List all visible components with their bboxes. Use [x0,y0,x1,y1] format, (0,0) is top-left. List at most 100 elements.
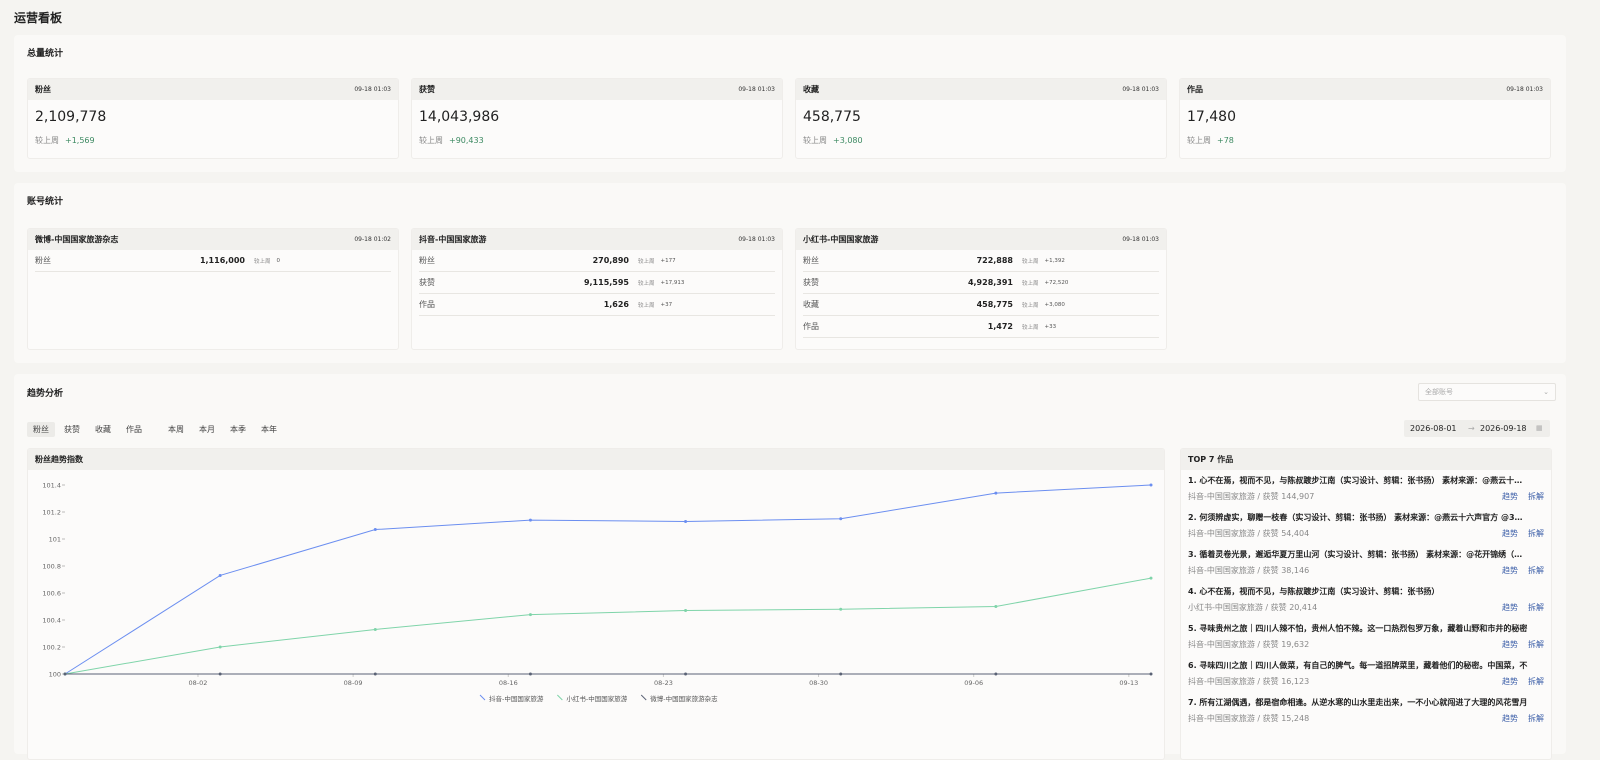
row-value: 1,116,000 [199,256,245,265]
select-placeholder: 全部账号 [1425,388,1453,396]
row-label: 作品 [803,322,819,331]
item-action[interactable]: 拆解 [1528,714,1544,723]
item-title: 1. 心不在焉，视而不见，与陈叔踱步江南（实习设计、剪辑：张书扬） 素材来源：@… [1188,476,1528,485]
item-action[interactable]: 拆解 [1528,492,1544,501]
stat-label: 粉丝 [35,85,51,94]
stat-delta: +90,433 [449,136,484,145]
period-tab[interactable]: 本月 [199,425,215,434]
period-tab[interactable]: 本周 [168,425,184,434]
item-title: 5. 寻味贵州之旅｜四川人辣不怕，贵州人怕不辣。这一口热烈包罗万象，藏着山野和市… [1188,624,1528,633]
period-tab[interactable]: 本季 [230,425,246,434]
series-point [684,609,688,613]
chart-title: 粉丝趋势指数 [35,455,83,464]
calendar-icon: ▦ [1536,424,1543,432]
legend-item: 抖音-中国国家旅游 [479,694,544,703]
chart: 100 100.2 100.4 100.6 100.8 101 101.2 101.4 08-0… [42,482,1153,703]
stat-label: 获赞 [419,85,435,94]
compare-label: 较上周 [1022,324,1039,331]
row-delta: +17,913 [660,279,685,286]
item-source: 抖音-中国国家旅游 / 获赞 38,146 [1188,566,1310,575]
stat-label: 作品 [1187,85,1203,94]
item-action[interactable]: 趋势 [1502,603,1518,612]
top-item: 1. 心不在焉，视而不见，与陈叔踱步江南（实习设计、剪辑：张书扬） 素材来源：@… [1181,470,1551,507]
row-delta: +3,080 [1044,301,1065,308]
page-title: 运营看板 [14,11,63,25]
stat-delta: +3,080 [833,136,863,145]
compare-label: 较上周 [1022,302,1039,309]
spacer [151,422,159,437]
stat-compare: 较上周 +1,569 [35,135,391,146]
metric-tab[interactable]: 粉丝 [27,422,55,437]
compare-label: 较上周 [638,302,655,309]
item-action[interactable]: 趋势 [1502,566,1518,575]
series-point [528,672,532,676]
trend-panel: 趋势分析 全部账号 ⌄ 粉丝 获赞 收藏 作品 本周 本月 本季 本年 2026-08-01 →… [14,374,1566,760]
row-value: 4,928,391 [967,278,1013,287]
legend-label: 小红书-中国国家旅游 [566,694,627,703]
account-row: 粉丝 722,888 较上周 +1,392 [803,250,1159,272]
item-action[interactable]: 趋势 [1502,492,1518,501]
stat-value: 17,480 [1187,109,1236,125]
metric-tab[interactable]: 获赞 [64,425,80,434]
row-delta: +37 [660,301,673,308]
account-row: 获赞 4,928,391 较上周 +72,520 [803,272,1159,294]
period-tab[interactable]: 本年 [261,425,277,434]
compare-label: 较上周 [1022,258,1039,265]
item-source: 抖音-中国国家旅游 / 获赞 144,907 [1188,492,1315,501]
item-action[interactable]: 趋势 [1502,640,1518,649]
stat-label: 收藏 [803,85,819,94]
x-tick-label: 08-23 [654,679,673,687]
top-item: 5. 寻味贵州之旅｜四川人辣不怕，贵州人怕不辣。这一口热烈包罗万象，藏着山野和市… [1181,618,1551,655]
row-delta: 0 [276,257,281,264]
stat-delta: +1,569 [65,136,95,145]
item-action[interactable]: 趋势 [1502,529,1518,538]
y-tick-label: 101.4 [42,482,61,490]
top-item: 3. 循着灵卷光景，邂逅华夏万里山河（实习设计、剪辑：张书扬） 素材来源：@花开… [1181,544,1551,581]
account-row: 获赞 9,115,595 较上周 +17,913 [419,272,775,294]
item-action[interactable]: 拆解 [1528,640,1544,649]
x-tick-label: 09-13 [1119,679,1138,687]
row-label: 作品 [419,300,435,309]
account-card: 小红书-中国国家旅游 09-18 01:03 粉丝 722,888 较上周 +1,392 获… [795,228,1167,350]
legend-item: 微博-中国国家旅游杂志 [640,694,718,703]
compare-label: 较上周 [1187,136,1211,145]
series-point [1149,483,1153,487]
item-meta: 抖音-中国国家旅游 / 获赞 144,907 趋势 拆解 [1188,491,1544,502]
stat-time: 09-18 01:03 [1122,86,1159,93]
row-label: 粉丝 [803,256,819,265]
account-select[interactable]: 全部账号 ⌄ [1418,383,1556,401]
legend-label: 微博-中国国家旅游杂志 [650,694,718,703]
compare-label: 较上周 [35,136,59,145]
item-action[interactable]: 拆解 [1528,529,1544,538]
stat-compare: 较上周 +3,080 [803,135,1159,146]
top-item: 7. 所有江湖偶遇，都是宿命相逢。从逆水寒的山水里走出来，一不小心就闯进了大理的… [1181,692,1551,729]
item-action[interactable]: 趋势 [1502,714,1518,723]
stat-card: 收藏 09-18 01:03 458,775 较上周 +3,080 [795,78,1167,159]
metric-tab[interactable]: 收藏 [95,425,111,434]
row-label: 粉丝 [35,256,51,265]
top-title: TOP 7 作品 [1188,455,1234,464]
series-point [218,573,222,577]
y-tick-label: 100.4 [42,617,61,625]
date-range[interactable]: 2026-08-01 → 2026-09-18 ▦ [1404,420,1550,437]
account-time: 09-18 01:03 [1122,236,1159,243]
stat-compare: 较上周 +78 [1187,135,1543,146]
item-action[interactable]: 拆解 [1528,677,1544,686]
metric-tab[interactable]: 作品 [126,425,142,434]
series-point [839,672,843,676]
account-card: 微博-中国国家旅游杂志 09-18 01:02 粉丝 1,116,000 较上周 0 [27,228,399,350]
series-point [839,607,843,611]
item-action[interactable]: 拆解 [1528,566,1544,575]
stat-value: 458,775 [803,109,861,125]
series-line [64,484,1152,675]
series-point [373,627,377,631]
item-action[interactable]: 拆解 [1528,603,1544,612]
compare-label: 较上周 [254,258,271,265]
y-tick-label: 100.2 [42,644,61,652]
item-action[interactable]: 趋势 [1502,677,1518,686]
series-point [373,528,377,532]
account-row: 粉丝 270,890 较上周 +177 [419,250,775,272]
series-line [64,577,1152,675]
card-header: 获赞 09-18 01:03 [412,79,782,100]
top-card: TOP 7 作品 1. 心不在焉，视而不见，与陈叔踱步江南（实习设计、剪辑：张书… [1180,448,1552,760]
